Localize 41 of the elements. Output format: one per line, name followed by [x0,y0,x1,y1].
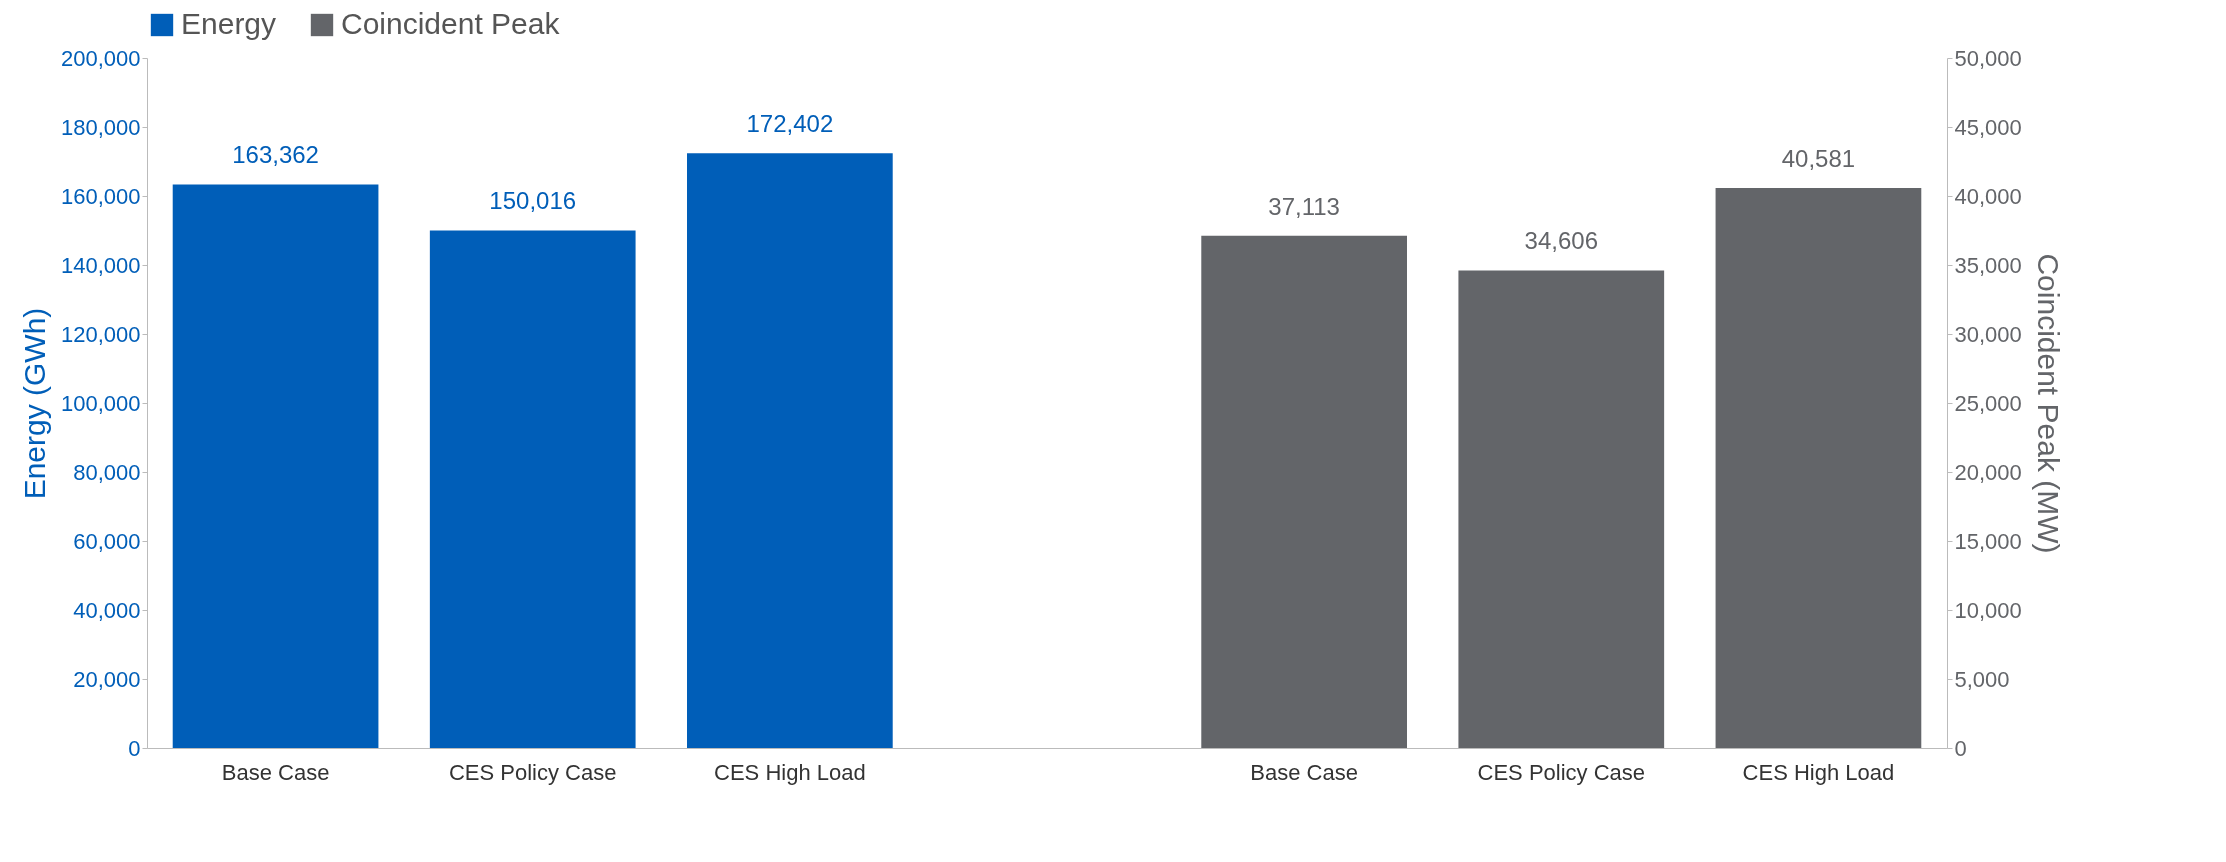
y2-tick-label: 0 [1954,735,1967,761]
data-label: 40,581 [1781,144,1856,172]
bar [429,230,636,748]
data-label: 34,606 [1524,227,1598,255]
data-label: 163,362 [232,141,319,169]
x-tick-label: CES Policy Case [448,759,617,785]
y2-tick-label: 5,000 [1954,666,2010,692]
y2-tick-label: 15,000 [1954,528,2022,554]
y-tick-label: 140,000 [60,252,141,278]
y2-tick-label: 50,000 [1954,45,2022,71]
y2-tick-label: 45,000 [1954,114,2022,140]
x-tick-label: CES High Load [1742,759,1895,785]
x-tick-label: Base Case [1250,759,1358,785]
bar [172,184,379,748]
x-tick-label: CES Policy Case [1477,759,1646,785]
y2-axis-title: Coincident Peak (MW) [2031,253,2065,554]
data-label: 172,402 [746,110,834,138]
y-axis-title: Energy (GWh) [17,307,51,500]
y2-tick-label: 20,000 [1954,459,2022,485]
legend-label: Coincident Peak [341,7,561,40]
x-tick-label: CES High Load [714,759,866,785]
y-tick-label: 60,000 [73,528,141,554]
y2-tick-label: 25,000 [1954,390,2022,416]
bar [687,153,893,748]
y-tick-label: 100,000 [60,390,141,416]
y-tick-label: 0 [128,735,141,761]
y2-tick-label: 40,000 [1954,183,2022,209]
y2-tick-label: 35,000 [1954,252,2022,278]
y2-tick-label: 30,000 [1954,321,2022,347]
y-tick-label: 180,000 [60,114,141,140]
y-tick-label: 20,000 [73,666,141,692]
y2-tick-label: 10,000 [1954,597,2022,623]
y-tick-label: 160,000 [60,183,141,209]
data-label: 37,113 [1268,192,1340,220]
y-tick-label: 80,000 [73,459,141,485]
data-label: 150,016 [489,187,577,215]
y-tick-label: 120,000 [60,321,141,347]
x-tick-label: Base Case [221,759,330,785]
legend-label: Energy [181,7,277,40]
y-tick-label: 40,000 [73,597,141,623]
y-tick-label: 200,000 [60,45,141,71]
